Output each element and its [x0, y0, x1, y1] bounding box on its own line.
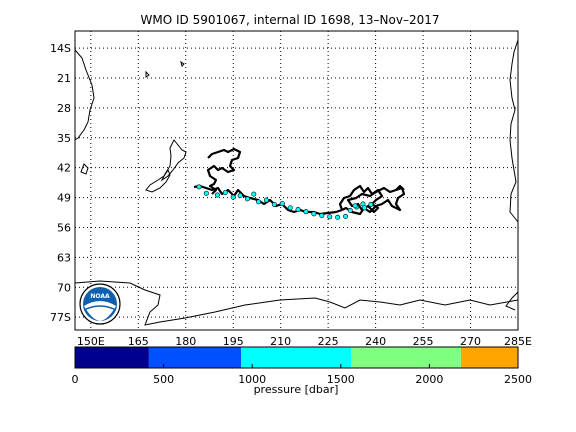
noaa-logo-wave-2: [83, 305, 117, 311]
track-point: [256, 199, 262, 205]
colorbar-tick-label: 1500: [327, 373, 355, 386]
colorbar-tick-label: 1000: [238, 373, 266, 386]
lon-tick-label: 180: [175, 335, 196, 348]
lat-tick-label: 56: [57, 221, 71, 234]
noaa-logo-wave: [84, 301, 116, 321]
colorbar-tick-label: 0: [72, 373, 79, 386]
lat-tick-label: 42: [57, 162, 71, 175]
colorbar-segments: [75, 347, 518, 368]
noaa-logo-text: NOAA: [90, 293, 110, 300]
colorbar-tick-labels: 0 500 1000 1500 2000 2500: [72, 364, 532, 386]
track-point: [251, 191, 257, 197]
track-point: [303, 209, 309, 215]
lon-tick-label: 150E: [77, 335, 105, 348]
lat-tick-label: 63: [57, 251, 71, 264]
lon-tick-label: 240: [365, 335, 386, 348]
lat-tick-label: 77S: [50, 311, 71, 324]
trajectory-east-tail: [395, 184, 405, 191]
track-point: [279, 201, 285, 207]
chart-title: WMO ID 5901067, internal ID 1698, 13–Nov…: [141, 13, 440, 27]
track-point: [237, 192, 243, 198]
track-point: [327, 214, 333, 220]
track-point: [335, 214, 341, 220]
longitude-tick-labels: 150E 165 180 195 210 225 240 255 270 285E: [77, 335, 532, 348]
lon-tick-label: 195: [223, 335, 244, 348]
track-point: [311, 211, 317, 217]
track-point: [271, 201, 277, 207]
track-point: [347, 207, 353, 213]
track-point: [352, 203, 358, 209]
colorbar-label: pressure [dbar]: [254, 383, 339, 396]
map-background: [75, 31, 518, 330]
coastline-island-3: [145, 70, 150, 78]
track-point: [203, 190, 209, 196]
colorbar-segment: [75, 347, 149, 368]
coastline-new-zealand-north: [160, 139, 187, 182]
coastline-south-america-tip: [505, 291, 519, 311]
colorbar-frame: [74, 346, 519, 369]
colorbar-segment: [351, 347, 461, 368]
track-point: [368, 201, 374, 207]
lon-tick-label: 165: [128, 335, 149, 348]
lat-tick-label: 49: [57, 192, 71, 205]
coastlines: [74, 39, 519, 326]
lon-tick-label: 255: [413, 335, 434, 348]
lat-tick-label: 21: [57, 72, 71, 85]
lat-tick-label: 70: [57, 281, 71, 294]
track-point: [287, 205, 293, 211]
lon-tick-label: 210: [270, 335, 291, 348]
track-point: [362, 205, 368, 211]
noaa-logo: NOAA: [79, 283, 121, 325]
track-point: [319, 213, 325, 219]
track-point: [244, 196, 250, 202]
lon-tick-label: 225: [318, 335, 339, 348]
coastline-new-zealand-south: [145, 168, 171, 193]
track-point: [196, 184, 202, 190]
trajectory-east-cluster: [338, 184, 406, 216]
lat-tick-label: 28: [57, 102, 71, 115]
lon-tick-label: 270: [460, 335, 481, 348]
track-point: [343, 213, 349, 219]
track-point: [263, 197, 269, 203]
track-points: [196, 184, 374, 220]
colorbar-segment: [148, 347, 242, 368]
track-point: [295, 207, 301, 213]
colorbar-tick-label: 2000: [415, 373, 443, 386]
lat-tick-label: 35: [57, 132, 71, 145]
track-point: [230, 194, 236, 200]
lon-tick-label: 285E: [504, 335, 532, 348]
coastline-island-1: [80, 163, 89, 175]
map-frame: [74, 30, 519, 331]
colorbar-segment: [460, 347, 518, 368]
latitude-tick-labels: 14S 21 28 35 42 49 56 63 70 77S: [50, 42, 71, 324]
trajectory-west-loop: [206, 147, 242, 195]
coastline-island-2: [180, 60, 185, 67]
coastline-australia: [74, 49, 95, 141]
map-panel: NOAA: [74, 30, 519, 331]
track-point: [214, 192, 220, 198]
coastline-antarctica: [74, 280, 519, 326]
colorbar-tick-label: 2500: [504, 373, 532, 386]
track-point: [222, 189, 228, 195]
lat-tick-label: 14S: [50, 42, 71, 55]
coastline-south-america: [509, 39, 519, 223]
colorbar-tick-label: 500: [153, 373, 174, 386]
colorbar-segment: [241, 347, 352, 368]
colorbar: 0 500 1000 1500 2000 2500 pressure [dbar]: [72, 346, 532, 396]
